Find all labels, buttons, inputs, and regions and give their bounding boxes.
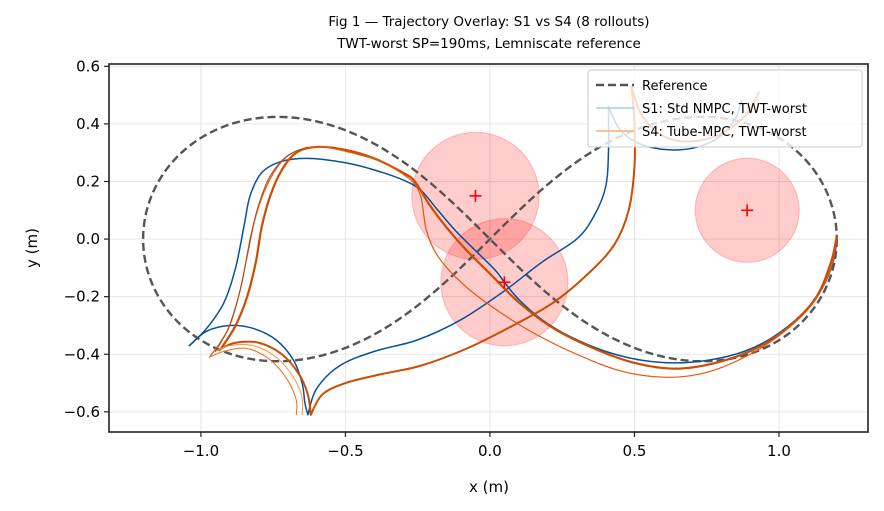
x-tick-label: −0.5	[327, 442, 363, 460]
series-line-1	[188, 324, 309, 416]
legend-box	[587, 69, 863, 148]
reference-trajectory	[141, 115, 838, 363]
series-line-8	[208, 146, 838, 378]
chart-title: Fig 1 — Trajectory Overlay: S1 vs S4 (8 …	[328, 14, 649, 30]
series-line-5	[220, 340, 312, 416]
plot-area	[141, 85, 838, 416]
obstacle-center-markers	[469, 189, 754, 289]
y-axis-ticks: −0.6 −0.4 −0.2 0.0 0.2 0.4 0.6	[64, 57, 109, 421]
x-axis-ticks: −1.0 −0.5 0.0 0.5 1.0	[183, 432, 791, 460]
x-axis-label: x (m)	[469, 478, 509, 496]
y-tick-label: −0.4	[64, 345, 100, 363]
series-line-0	[188, 157, 838, 364]
legend-label-reference: Reference	[642, 79, 707, 94]
chart-subtitle: TWT-worst SP=190ms, Lemniscate reference	[336, 36, 641, 52]
obstacle-center-2	[498, 276, 511, 289]
obstacle-center-1	[469, 189, 482, 202]
legend-label-s4: S4: Tube-MPC, TWT-worst	[642, 125, 807, 140]
series-line-6	[309, 85, 637, 416]
series-line-11	[214, 146, 309, 352]
y-tick-label: 0.0	[76, 230, 100, 248]
legend: Reference S1: Std NMPC, TWT-worst S4: Tu…	[587, 69, 863, 148]
x-tick-label: 1.0	[767, 442, 791, 460]
rollout-trajectories	[188, 85, 838, 416]
obstacle-center-3	[741, 204, 754, 217]
y-tick-label: 0.2	[76, 172, 100, 190]
legend-label-s1: S1: Std NMPC, TWT-worst	[642, 102, 807, 117]
y-tick-label: 0.6	[76, 57, 100, 75]
y-tick-label: −0.6	[64, 403, 100, 421]
series-line-10	[214, 344, 304, 416]
y-tick-label: 0.4	[76, 115, 100, 133]
series-line-4	[220, 145, 838, 370]
x-tick-label: 0.5	[623, 442, 647, 460]
x-tick-label: 0.0	[478, 442, 502, 460]
x-tick-label: −1.0	[183, 442, 219, 460]
reference-lemniscate	[141, 115, 838, 363]
y-tick-label: −0.2	[64, 288, 100, 306]
axes-frame	[108, 63, 869, 433]
y-axis-label: y (m)	[23, 228, 41, 268]
series-line-9	[209, 347, 298, 416]
series-line-2	[307, 105, 610, 416]
